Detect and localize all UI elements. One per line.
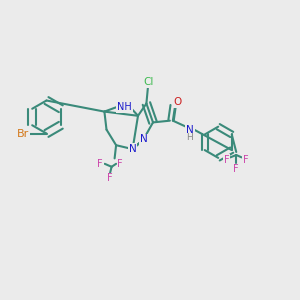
Text: F: F	[98, 159, 103, 169]
Text: N: N	[186, 125, 194, 135]
Text: Br: Br	[17, 128, 29, 139]
Text: Cl: Cl	[143, 77, 154, 87]
Text: NH: NH	[116, 102, 131, 112]
Text: NH: NH	[117, 101, 132, 112]
Text: F: F	[117, 159, 123, 169]
Text: F: F	[107, 173, 113, 183]
Text: F: F	[233, 164, 239, 174]
Text: F: F	[243, 155, 248, 165]
Text: F: F	[224, 155, 229, 165]
Text: N: N	[140, 134, 147, 145]
Text: N: N	[129, 144, 136, 154]
Text: O: O	[173, 97, 182, 107]
Text: H: H	[186, 133, 193, 142]
